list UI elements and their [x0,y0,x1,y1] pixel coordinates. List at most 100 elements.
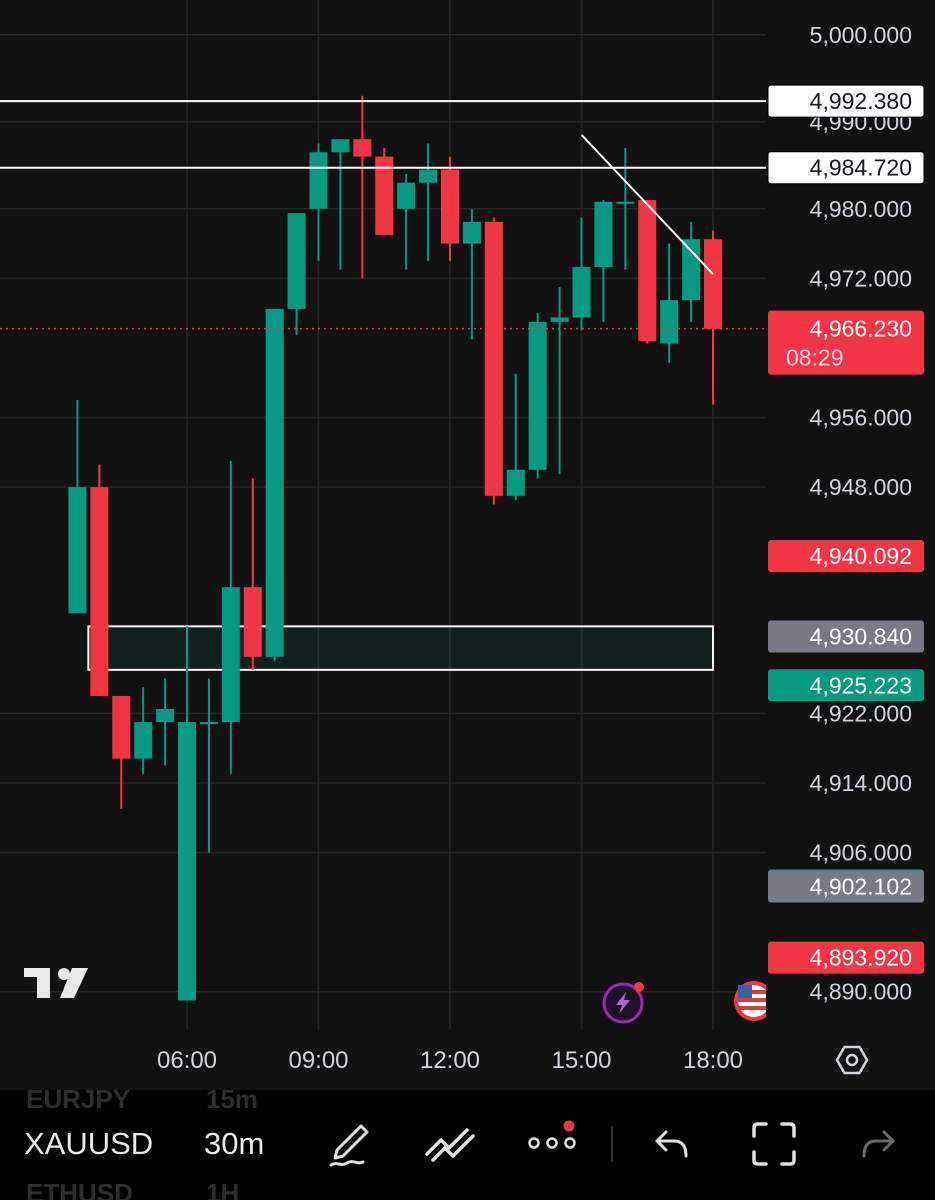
candle-body [484,221,503,496]
trendline [580,134,714,275]
candlestick-chart[interactable]: 5,000.0004,990.0004,980.0004,972.0004,95… [0,0,935,1090]
lightning-icon[interactable] [602,982,644,1024]
pen-icon[interactable] [323,1118,375,1170]
price-badge-bg [768,870,924,903]
candle-body [331,139,350,153]
price-tick-label: 4,914.000 [810,770,912,796]
candle-body [353,139,372,157]
candle-body [90,487,109,696]
candle-body [375,156,394,235]
candle [221,461,240,775]
candle [397,173,416,270]
drawings [0,100,766,330]
price-tick-label: 4,956.000 [810,405,912,431]
line-price-badge-bg [767,84,925,118]
ghost-symbol-below: ETHUSD [26,1178,133,1200]
candle [243,478,262,670]
support-zone [87,625,714,671]
price-badge: 4,925.223 [810,672,912,698]
candle [90,464,109,696]
candle [441,156,459,261]
candle-body [682,239,701,301]
candle [178,626,196,1001]
candle [156,678,175,766]
candle-body [178,722,196,1001]
candle-body [221,587,240,723]
time-tick-label: 12:00 [420,1047,480,1074]
ghost-symbol-above: EURJPY [26,1090,131,1114]
redo-icon[interactable] [858,1124,898,1164]
candle [353,95,372,279]
candle [550,287,569,475]
candle [134,687,153,775]
candle-body [199,722,218,725]
time-axis[interactable]: 06:00 09:00 12:00 15:00 18:00 [157,1047,743,1074]
price-badge-bg [768,669,924,702]
candle-body [572,267,591,318]
ghost-interval-above: 15m [206,1090,259,1114]
candle [594,200,613,322]
candle [572,217,591,331]
time-tick-label: 09:00 [288,1047,348,1074]
candle-body [309,152,328,209]
candle [506,374,525,501]
tradingview-logo[interactable] [24,968,88,998]
toolbar-divider [611,1126,613,1162]
line-price-badge: 4,992.380 [810,88,912,114]
price-tick-label: 4,972.000 [810,265,912,291]
candle-body [638,200,657,342]
candle [528,313,547,479]
undo-icon[interactable] [652,1124,692,1164]
candle-body [506,469,525,496]
fullscreen-icon[interactable] [750,1120,798,1168]
candle-body [156,708,175,723]
candle-body [112,695,131,759]
candle [309,143,328,261]
ghost-interval-below: 1H [206,1178,240,1200]
candle [199,678,218,853]
price-tick-label: 4,890.000 [810,979,912,1005]
price-badge: 4,940.092 [810,543,912,569]
candles [68,95,722,1001]
price-tick-label: 5,000.000 [810,22,912,48]
candle [375,147,394,235]
symbol-button[interactable]: XAUUSD [24,1126,154,1161]
candle [68,400,87,614]
zone-layer [87,625,714,671]
candle-body [134,722,153,759]
candle-body [528,321,547,470]
candle [638,200,657,344]
candle [331,139,350,270]
current-price-badge-bg [768,310,924,375]
current-price-badge: 4,966.230 [810,316,912,342]
price-badge-bg [768,620,924,653]
candle [287,213,306,335]
candle [112,695,131,810]
candle [484,217,503,505]
candle-body [441,169,459,244]
candle [265,308,284,662]
candle [462,208,481,340]
candle-body [68,487,87,614]
price-axis[interactable]: 5,000.0004,990.0004,980.0004,972.0004,95… [810,22,912,1005]
candle-body [616,201,635,204]
price-badge: 4,930.840 [810,623,912,649]
price-badge-bg [768,539,924,572]
candle-body [397,182,416,209]
candle [660,243,679,363]
line-tools-icon[interactable] [423,1120,477,1166]
time-tick-label: 18:00 [683,1047,743,1074]
more-icon[interactable] [526,1118,582,1162]
candle-body [660,300,679,344]
line-price-badge-bg [767,151,925,185]
time-tick-label: 06:00 [157,1047,217,1074]
price-badge-bg [768,941,924,974]
candle-body [704,239,722,329]
price-badges: 4,992.380 4,984.720 4,940.092 4,930.840 4,92… [767,84,925,974]
countdown-timer: 08:29 [786,345,844,371]
settings-icon[interactable] [835,1045,869,1075]
us-flag-icon[interactable] [734,981,774,1021]
interval-button[interactable]: 30m [204,1126,265,1161]
candle-body [265,308,284,657]
time-tick-label: 15:00 [551,1047,611,1074]
